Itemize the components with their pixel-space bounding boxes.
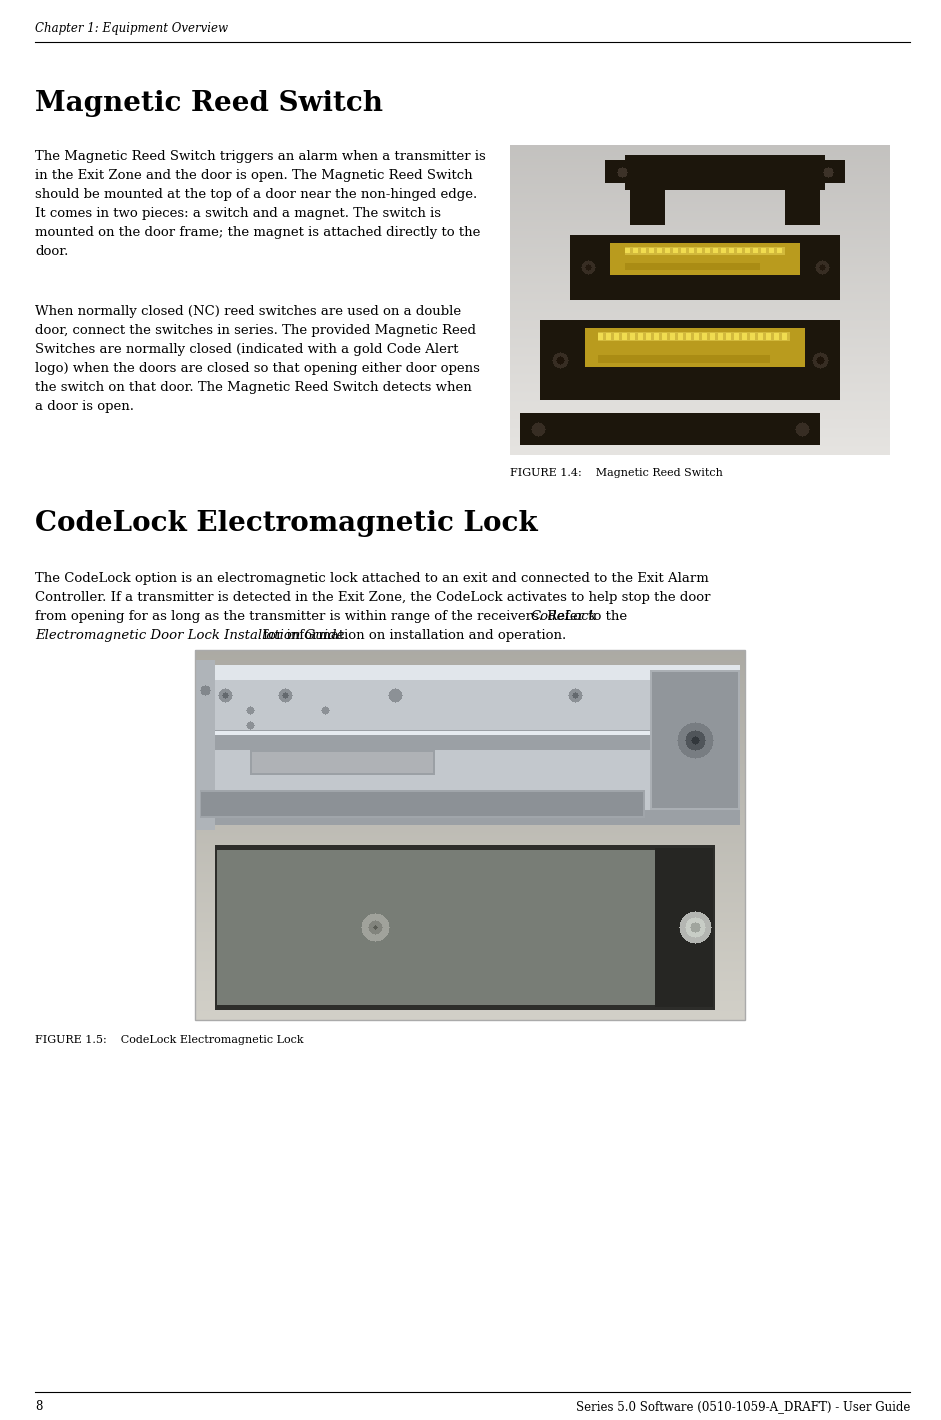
Text: from opening for as long as the transmitter is within range of the receivers. Re: from opening for as long as the transmit… <box>35 611 631 623</box>
Text: 8: 8 <box>35 1400 42 1413</box>
Text: The CodeLock option is an electromagnetic lock attached to an exit and connected: The CodeLock option is an electromagneti… <box>35 572 709 585</box>
Text: FIGURE 1.5:    CodeLock Electromagnetic Lock: FIGURE 1.5: CodeLock Electromagnetic Loc… <box>35 1035 304 1045</box>
Text: When normally closed (NC) reed switches are used on a double: When normally closed (NC) reed switches … <box>35 305 461 318</box>
Text: CodeLock Electromagnetic Lock: CodeLock Electromagnetic Lock <box>35 510 537 537</box>
Text: a door is open.: a door is open. <box>35 400 134 413</box>
Text: the switch on that door. The Magnetic Reed Switch detects when: the switch on that door. The Magnetic Re… <box>35 381 471 393</box>
Text: Series 5.0 Software (0510-1059-A_DRAFT) - User Guide: Series 5.0 Software (0510-1059-A_DRAFT) … <box>576 1400 910 1413</box>
Text: mounted on the door frame; the magnet is attached directly to the: mounted on the door frame; the magnet is… <box>35 226 480 239</box>
Text: CodeLock: CodeLock <box>531 611 598 623</box>
Text: should be mounted at the top of a door near the non-hinged edge.: should be mounted at the top of a door n… <box>35 187 477 202</box>
Text: door, connect the switches in series. The provided Magnetic Reed: door, connect the switches in series. Th… <box>35 324 476 337</box>
Text: Magnetic Reed Switch: Magnetic Reed Switch <box>35 89 383 116</box>
Text: Switches are normally closed (indicated with a gold Code Alert: Switches are normally closed (indicated … <box>35 344 458 356</box>
Text: Chapter 1: Equipment Overview: Chapter 1: Equipment Overview <box>35 21 228 36</box>
Text: Controller. If a transmitter is detected in the Exit Zone, the CodeLock activate: Controller. If a transmitter is detected… <box>35 591 710 604</box>
Text: in the Exit Zone and the door is open. The Magnetic Reed Switch: in the Exit Zone and the door is open. T… <box>35 169 472 182</box>
Text: logo) when the doors are closed so that opening either door opens: logo) when the doors are closed so that … <box>35 362 480 375</box>
Text: door.: door. <box>35 246 69 258</box>
Text: It comes in two pieces: a switch and a magnet. The switch is: It comes in two pieces: a switch and a m… <box>35 207 441 220</box>
Bar <box>195 650 745 1020</box>
Text: The Magnetic Reed Switch triggers an alarm when a transmitter is: The Magnetic Reed Switch triggers an ala… <box>35 151 486 163</box>
Text: Electromagnetic Door Lock Installation Guide: Electromagnetic Door Lock Installation G… <box>35 629 344 642</box>
Text: FIGURE 1.4:    Magnetic Reed Switch: FIGURE 1.4: Magnetic Reed Switch <box>510 469 723 479</box>
Text: for information on installation and operation.: for information on installation and oper… <box>260 629 566 642</box>
